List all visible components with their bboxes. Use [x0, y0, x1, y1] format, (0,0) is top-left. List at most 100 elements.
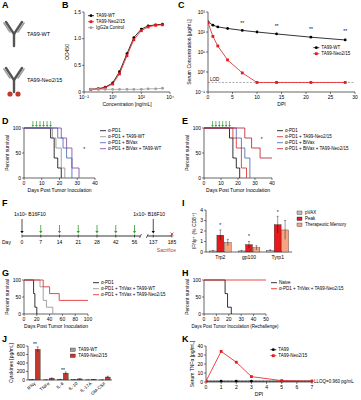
- point: [140, 29, 143, 32]
- legend-label: α-PD1 + TriVax + TA99-WT: [101, 286, 156, 291]
- y-tick-label: 40: [197, 343, 203, 349]
- y-tick-label: 10: [197, 370, 203, 376]
- y-tick: [26, 346, 28, 347]
- plot-area: [209, 216, 288, 252]
- legend-swatch: [70, 348, 75, 352]
- legend: α-PD1α-PD1 + TriVax + TA99-WTα-PD1 + Tri…: [93, 280, 166, 297]
- y-tick: [204, 382, 206, 383]
- treatment-arrow: [215, 121, 218, 127]
- line: [59, 225, 60, 231]
- day-label: 28: [94, 239, 100, 245]
- event-arrow: [152, 219, 155, 234]
- path: [4, 23, 10, 32]
- error-bar: [51, 377, 53, 379]
- line: [32, 379, 33, 380]
- x-tick-label: 20: [303, 94, 309, 100]
- line: [222, 121, 223, 125]
- x-tick-label: 10⁻²: [79, 94, 89, 100]
- path: [42, 125, 45, 127]
- line: [65, 371, 67, 372]
- point: [235, 380, 238, 383]
- series-line: [24, 128, 65, 178]
- treatment-arrow: [32, 121, 35, 127]
- treatment-arrow: [218, 121, 221, 127]
- legend-label: α-PD1 + BiVax: [108, 140, 138, 145]
- path: [211, 125, 214, 127]
- legend-label: TA99-WT: [78, 347, 97, 352]
- timeline-tick: [115, 235, 116, 238]
- point: [216, 25, 219, 28]
- point: [97, 88, 100, 91]
- y-tick-label: 10²: [198, 29, 206, 35]
- legend-swatch: [93, 282, 99, 283]
- legend-label: α-PD1 + BiVax + TA99-Neo2/15: [285, 146, 349, 151]
- timeline-tick: [22, 235, 23, 238]
- x-axis-label: Concentration [ng/mL]: [102, 101, 152, 107]
- series-line: [24, 128, 72, 178]
- x-tick-label: 10: [254, 94, 260, 100]
- path: [221, 125, 224, 127]
- y-tick-label: 10¹: [198, 49, 206, 55]
- y-tick: [22, 153, 24, 154]
- line: [248, 241, 250, 242]
- y-tick-label: 10³: [198, 9, 206, 15]
- legend-swatch: [100, 148, 106, 149]
- line: [78, 225, 79, 231]
- treatment-arrow: [95, 225, 98, 234]
- legend-swatch: [277, 136, 283, 137]
- antibody-label: TA99-WT: [27, 31, 51, 37]
- path: [114, 231, 117, 234]
- bar: [30, 379, 35, 380]
- point: [111, 88, 114, 91]
- y-axis-label: Serum Concentration [µg/mL]: [186, 19, 192, 85]
- bar: [72, 379, 77, 380]
- x-tick-label: 30: [238, 316, 244, 322]
- y-tick: [206, 52, 208, 53]
- point: [154, 87, 157, 90]
- y-tick-label: 100: [193, 277, 202, 283]
- y-tick: [204, 220, 206, 221]
- point: [132, 88, 135, 91]
- line: [74, 379, 75, 380]
- line: [229, 121, 230, 125]
- timeline-tick: [40, 235, 41, 238]
- error-bar: [241, 250, 243, 251]
- y-tick-label: 200: [17, 368, 26, 374]
- series-line: [204, 128, 250, 178]
- y-tick: [206, 92, 208, 93]
- bar: [86, 379, 91, 380]
- legend: TA99-WTTA99-Neo2/15: [313, 45, 350, 56]
- error-bar: [277, 216, 279, 233]
- x-tick-label: 6: [295, 384, 298, 390]
- legend-label: TA99-Neo2/15: [96, 19, 125, 24]
- y-axis-label: Percent survival: [4, 279, 10, 315]
- panel-label: H: [182, 268, 189, 278]
- x-tick-label: 2: [235, 384, 238, 390]
- point: [208, 20, 209, 23]
- legend-label: TA99-Neo2/15: [78, 353, 107, 358]
- error-bar: [65, 372, 67, 375]
- y-tick-label: 50: [15, 150, 21, 156]
- legend-label: Naive: [279, 280, 291, 285]
- legend-label: α-PD1: [108, 128, 121, 133]
- axis-label: Day: [2, 239, 11, 245]
- bar: [44, 379, 49, 380]
- point: [280, 380, 283, 383]
- point: [241, 72, 244, 75]
- y-tick: [206, 72, 208, 73]
- path: [152, 231, 155, 234]
- chart: G050100020406080100Days Post Tumor Inocu…: [2, 268, 166, 329]
- category-label: GM-CSF: [90, 381, 107, 396]
- point: [161, 23, 164, 26]
- line: [93, 379, 95, 380]
- y-tick: [82, 12, 84, 13]
- series-line: [24, 128, 61, 178]
- error-bar: [219, 230, 221, 241]
- series-line: [204, 280, 231, 314]
- y-tick: [204, 364, 206, 365]
- y-tick-label: 50: [195, 294, 201, 300]
- line: [269, 249, 271, 250]
- path: [39, 231, 42, 234]
- series-line: [208, 22, 345, 40]
- figure: B00.51.01.510⁻²10⁰10²10⁴Concentration [n…: [0, 0, 361, 400]
